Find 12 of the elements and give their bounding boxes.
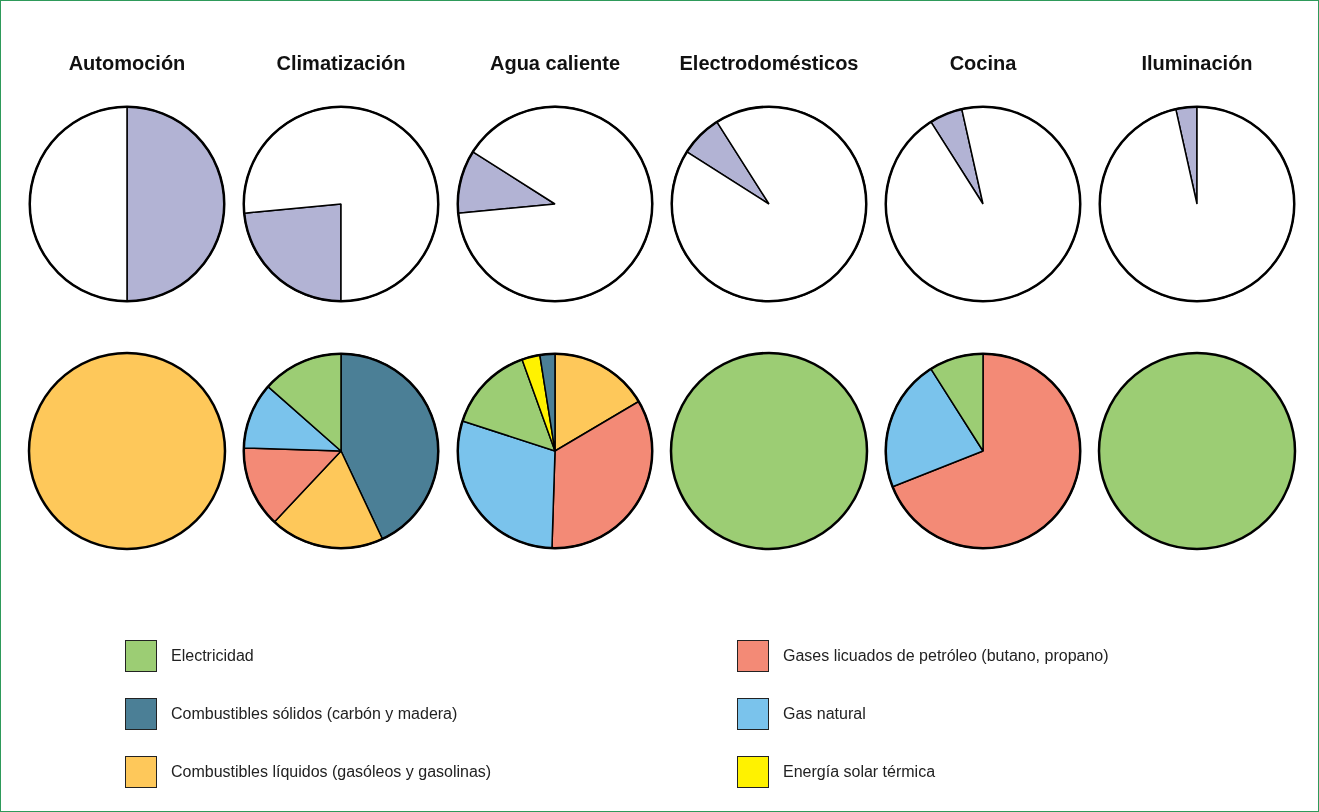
chart-title: Agua caliente <box>489 51 621 74</box>
chart-title: Cocina <box>949 51 1018 74</box>
legend-label: Electricidad <box>171 647 254 665</box>
chart-title: Electrodomésticos <box>679 51 859 74</box>
legend-label: Gas natural <box>783 705 866 723</box>
legend-label: Energía solar térmica <box>783 763 936 781</box>
chart-title: Iluminación <box>1141 51 1253 74</box>
chart-title: Automoción <box>68 51 186 74</box>
legend-label: Gases licuados de petróleo (butano, propano) <box>783 647 1109 665</box>
chart-title: Climatización <box>276 51 406 74</box>
legend-label: Combustibles líquidos (gasóleos y gasolinas) <box>171 763 492 781</box>
legend-label: Combustibles sólidos (carbón y madera) <box>171 705 458 723</box>
